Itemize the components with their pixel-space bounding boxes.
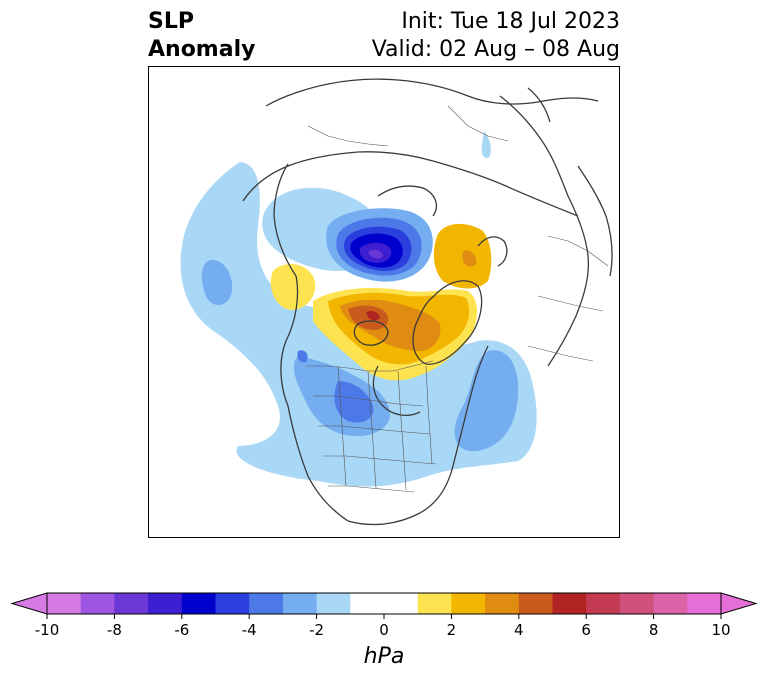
map-title: SLP Anomaly	[148, 8, 255, 64]
colorbar-tick-label: 6	[581, 621, 591, 639]
colorbar-tick-label: 8	[649, 621, 659, 639]
colorbar-bin	[552, 593, 587, 614]
anomaly-positive-shading	[270, 223, 492, 381]
colorbar-unit-label: hPa	[363, 644, 405, 669]
colorbar-bin	[485, 593, 520, 614]
colorbar-ticks: -10 -8 -6 -4 -2 0 2 4 6 8 10	[35, 614, 731, 639]
colorbar-bin	[80, 593, 115, 614]
colorbar-bin	[586, 593, 621, 614]
title-line-1: SLP	[148, 9, 194, 34]
colorbar-bin	[518, 593, 553, 614]
colorbar-tick-label: 4	[514, 621, 524, 639]
slp-anomaly-map	[148, 66, 620, 538]
coastlines	[242, 78, 613, 526]
colorbar-bin	[687, 593, 722, 614]
colorbar-tick-label: -2	[309, 621, 324, 639]
colorbar-bin	[350, 593, 419, 614]
valid-date-range: Valid: 02 Aug – 08 Aug	[371, 37, 620, 62]
colorbar-bin	[316, 593, 351, 614]
colorbar-tick-label: 10	[711, 621, 730, 639]
forecast-dates: Init: Tue 18 Jul 2023 Valid: 02 Aug – 08…	[372, 8, 620, 64]
init-date: Init: Tue 18 Jul 2023	[401, 9, 620, 34]
colorbar-bin	[249, 593, 284, 614]
colorbar-bin	[114, 593, 149, 614]
political-borders	[306, 105, 609, 493]
colorbar-tick-label: 2	[447, 621, 457, 639]
colorbar-tick-label: -6	[174, 621, 189, 639]
colorbar-extend-high-arrow	[720, 592, 758, 615]
colorbar-bin	[451, 593, 486, 614]
colorbar-bin	[47, 593, 82, 614]
colorbar-bin	[215, 593, 250, 614]
colorbar-tick-label: -10	[35, 621, 60, 639]
colorbar: -10 -8 -6 -4 -2 0 2 4 6 8 10	[10, 592, 758, 639]
title-line-2: Anomaly	[148, 37, 256, 62]
colorbar-bins	[47, 593, 722, 614]
colorbar-bin	[619, 593, 655, 614]
colorbar-bin	[417, 593, 452, 614]
colorbar-bin	[653, 593, 688, 614]
colorbar-tick-label: -8	[107, 621, 122, 639]
colorbar-tick-label: -4	[242, 621, 257, 639]
colorbar-extend-low-arrow	[10, 592, 48, 615]
colorbar-tick-label: 0	[379, 621, 389, 639]
colorbar-bin	[282, 593, 318, 614]
colorbar-bin	[181, 593, 216, 614]
colorbar-bin	[148, 593, 183, 614]
